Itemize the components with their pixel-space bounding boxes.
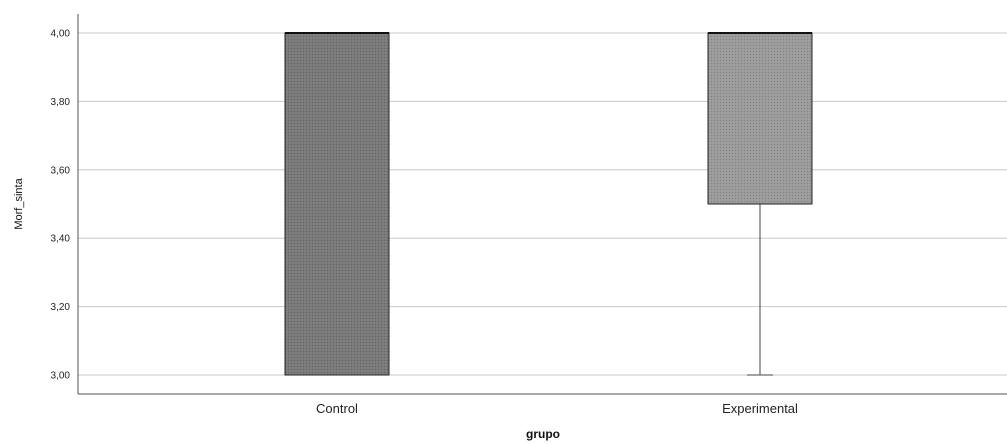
boxes	[284, 32, 813, 376]
y-tick-label: 4,00	[51, 29, 71, 40]
y-tick-label: 3,00	[51, 371, 71, 382]
x-tick-label: Control	[316, 401, 358, 416]
y-tick-label: 3,40	[51, 234, 71, 245]
box-texture	[708, 33, 812, 204]
axes	[77, 14, 1007, 395]
y-tick-label: 3,20	[51, 302, 71, 313]
gridlines	[78, 32, 1007, 376]
x-axis-title: grupo	[526, 427, 560, 441]
box-experimental	[707, 32, 813, 376]
box-texture	[285, 33, 389, 375]
y-tick-labels: 3,00 3,20 3,40 3,60 3,80 4,00	[51, 29, 71, 382]
y-tick-label: 3,80	[51, 97, 71, 108]
y-axis-title: Morf_sinta	[13, 177, 25, 229]
x-tick-label: Experimental	[722, 401, 798, 416]
box-control	[284, 32, 390, 376]
y-tick-label: 3,60	[51, 165, 71, 176]
x-tick-labels: Control Experimental	[316, 401, 798, 416]
